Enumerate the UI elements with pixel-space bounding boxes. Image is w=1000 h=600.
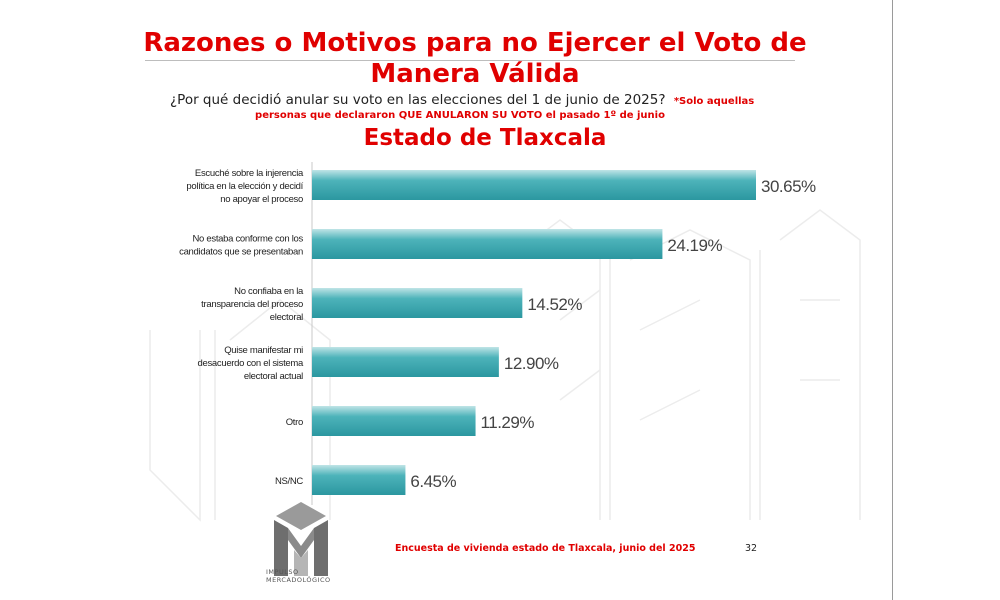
category-label-line: transparencia del proceso <box>201 299 303 310</box>
category-label-line: candidatos que se presentaban <box>179 247 303 258</box>
question-note-continued: personas que declararon QUE ANULARON SU … <box>255 110 665 121</box>
bar-2 <box>312 288 523 318</box>
category-label-line: No estaba conforme con los <box>193 234 304 245</box>
value-label-0: 30.65% <box>761 177 816 196</box>
category-label-line: política en la elección y decidí <box>186 181 303 192</box>
value-label-3: 12.90% <box>504 354 559 373</box>
slide-title: Razones o Motivos para no Ejercer el Vot… <box>143 28 807 89</box>
logo-text-line2: MERCADOLÓGICO <box>266 576 331 584</box>
category-label-line: no apoyar el proceso <box>220 194 303 205</box>
page-number: 32 <box>745 543 758 554</box>
category-label-line: Otro <box>286 417 303 428</box>
value-label-2: 14.52% <box>527 295 582 314</box>
question-note: *Solo aquellas <box>673 96 755 107</box>
value-label-4: 11.29% <box>481 413 535 432</box>
category-label-line: No confiaba en la <box>234 286 304 297</box>
category-label-line: desacuerdo con el sistema <box>197 358 304 369</box>
bar-5 <box>312 465 406 495</box>
value-label-5: 6.45% <box>410 472 456 491</box>
category-label-line: electoral actual <box>244 371 303 382</box>
category-label-line: electoral <box>270 312 303 323</box>
bar-0 <box>312 170 756 200</box>
category-label-2: No confiaba en la transparencia del proce… <box>201 286 304 323</box>
bar-4 <box>312 406 476 436</box>
category-label-3: Quise manifestar mi desacuerdo con el sis… <box>197 345 304 382</box>
category-label-line: Escuché sobre la injerencia <box>195 168 304 179</box>
question-text: ¿Por qué decidió anular su voto en las e… <box>170 92 666 108</box>
category-label-0: Escuché sobre la injerencia política en l… <box>186 168 304 205</box>
category-label-5: NS/NC <box>275 476 303 487</box>
slide-border <box>892 0 893 600</box>
logo-text: IMPULSO MERCADOLÓGICO <box>266 568 346 584</box>
category-label-1: No estaba conforme con los candidatos que… <box>179 234 303 258</box>
bar-3 <box>312 347 499 377</box>
logo-icon <box>274 502 328 576</box>
slide-subtitle: Estado de Tlaxcala <box>363 125 607 151</box>
title-divider <box>145 60 795 61</box>
value-label-1: 24.19% <box>667 236 722 255</box>
bar-1 <box>312 229 663 259</box>
survey-question: ¿Por qué decidió anular su voto en las e… <box>170 92 820 108</box>
logo-text-line1: IMPULSO <box>266 568 299 576</box>
footer-source: Encuesta de vivienda estado de Tlaxcala,… <box>395 543 696 554</box>
category-label-line: Quise manifestar mi <box>224 345 303 356</box>
category-label-4: Otro <box>286 417 303 428</box>
category-label-line: NS/NC <box>275 476 303 487</box>
